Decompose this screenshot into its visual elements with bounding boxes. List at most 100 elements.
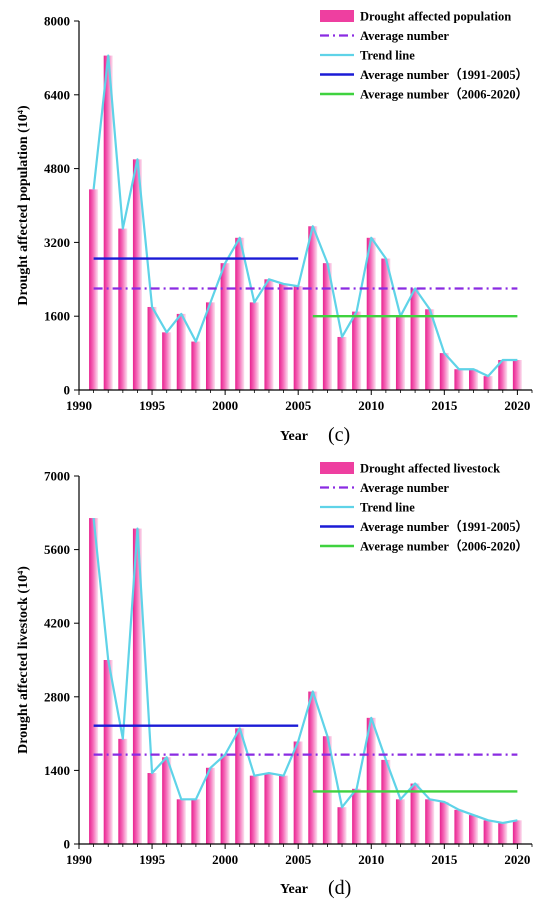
y-tick-label: 0 [64, 837, 71, 852]
bar [439, 801, 449, 844]
bar [205, 302, 216, 390]
legend-entry: Trend line [360, 501, 415, 515]
bar [176, 313, 186, 390]
legend-entry: Average number [360, 481, 449, 495]
bar [264, 279, 274, 390]
chart-panel-d: 1990 1995 2000 2005 2010 2015 2020 0 1400 2800 420… [16, 462, 533, 899]
x-tick-label: 1995 [139, 398, 166, 413]
x-axis-label: Year [280, 882, 308, 897]
bar [249, 775, 259, 844]
x-tick-label: 2010 [358, 398, 384, 413]
bar [162, 332, 172, 390]
bar [264, 773, 274, 844]
bar [352, 311, 362, 390]
bar [176, 799, 186, 844]
x-tick-label: 2020 [504, 398, 530, 413]
bar [279, 775, 289, 844]
legend-entry: Average number [360, 29, 449, 43]
bar [147, 773, 157, 844]
legend-entry: Trend line [360, 49, 415, 63]
y-tick-label: 6400 [44, 87, 70, 102]
y-tick-label: 2800 [44, 689, 70, 704]
bar [293, 741, 303, 844]
bar [352, 788, 362, 844]
bar [512, 820, 522, 844]
y-tick-label: 4800 [44, 161, 70, 176]
bar [191, 341, 201, 390]
bar [293, 286, 303, 390]
legend-swatch-bars [320, 10, 354, 22]
bar [395, 799, 406, 844]
bar [483, 820, 493, 844]
x-tick-label: 2010 [358, 852, 384, 867]
x-tick-label: 2015 [431, 398, 458, 413]
y-tick-label: 5600 [44, 542, 70, 557]
panel-label: (d) [328, 877, 351, 899]
bar [118, 228, 128, 390]
bar [454, 809, 464, 844]
legend-entry: Drought affected livestock [360, 462, 500, 476]
x-tick-label: 2005 [285, 852, 312, 867]
bar [147, 306, 157, 390]
y-tick-label: 4200 [44, 616, 70, 631]
y-axis-label: Drought affected livestock (10⁴) [16, 566, 31, 754]
bar [366, 717, 376, 844]
bar [337, 807, 347, 844]
x-tick-label: 2015 [431, 852, 458, 867]
bar [308, 691, 318, 844]
bar [191, 799, 201, 844]
legend-entry: Average number（2006-2020） [360, 539, 528, 554]
y-tick-label: 7000 [44, 469, 70, 484]
bar [89, 189, 99, 390]
bar [469, 369, 479, 390]
bar [483, 376, 493, 390]
bar [454, 369, 464, 390]
bar [132, 159, 142, 390]
bar [220, 263, 230, 390]
bar [103, 660, 113, 844]
x-tick-label: 1990 [66, 398, 92, 413]
bar [498, 360, 508, 390]
bar [118, 738, 128, 844]
legend-swatch-bars [320, 462, 354, 474]
bar [322, 263, 332, 390]
x-tick-label: 2000 [212, 398, 238, 413]
bar [279, 283, 289, 390]
bar [410, 288, 420, 390]
bar [439, 353, 449, 390]
y-tick-label: 1400 [44, 763, 70, 778]
chart-panel-c: 1990 1995 2000 2005 2010 2015 2020 0 1600 3200 480… [16, 10, 533, 446]
x-tick-label: 1995 [139, 852, 166, 867]
legend-entry: Average number（1991-2005） [360, 519, 528, 534]
legend-entry: Drought affected population [360, 10, 511, 24]
legend: Drought affected livestock Average number… [320, 462, 528, 554]
bar [512, 360, 522, 390]
y-tick-label: 1600 [44, 309, 70, 324]
y-axis-label: Drought affected population (10⁴) [16, 105, 31, 306]
panel-label: (c) [328, 424, 350, 446]
bar [425, 309, 435, 390]
legend: Drought affected population Average numbe… [320, 10, 528, 102]
y-tick-label: 8000 [44, 14, 70, 29]
bar [322, 736, 332, 844]
bar [381, 759, 391, 844]
bar [249, 302, 259, 390]
bar [425, 799, 435, 844]
bar [132, 528, 142, 844]
trend-line [92, 54, 518, 378]
bar [103, 55, 113, 390]
x-tick-label: 2020 [504, 852, 530, 867]
bar [498, 822, 508, 844]
bar [235, 728, 245, 844]
bar [205, 767, 216, 844]
bar [220, 754, 230, 844]
bar [89, 518, 99, 844]
bar [381, 258, 391, 390]
x-tick-label: 2000 [212, 852, 238, 867]
bar [469, 815, 479, 844]
y-tick-label: 3200 [44, 235, 70, 250]
legend-entry: Average number（1991-2005） [360, 67, 528, 82]
bar [337, 336, 347, 390]
x-axis-label: Year [280, 429, 308, 444]
